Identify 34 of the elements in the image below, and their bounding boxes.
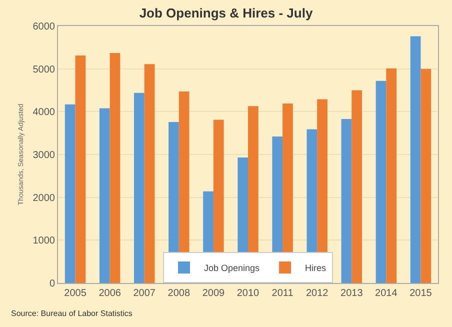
legend-label: Job Openings [204, 263, 260, 274]
x-tick-label: 2013 [340, 288, 364, 299]
x-tick-label: 2006 [98, 288, 122, 299]
x-tick-label: 2014 [375, 288, 398, 299]
source-note: Source: Bureau of Labor Statistics [11, 309, 132, 318]
x-tick-label: 2009 [202, 288, 226, 299]
x-tick-label: 2007 [133, 288, 156, 299]
x-tick-label: 2008 [168, 288, 190, 299]
y-tick-label: 1000 [32, 236, 56, 247]
x-tick-label: 2012 [306, 288, 329, 299]
x-tick-label: 2005 [64, 288, 87, 299]
bar [352, 90, 362, 283]
chart-title: Job Openings & Hires - July [139, 5, 314, 20]
y-tick-label: 4000 [32, 107, 56, 118]
y-tick-label: 2000 [32, 192, 56, 204]
x-tick-label: 2010 [236, 288, 260, 299]
y-tick-label: 0 [49, 278, 56, 290]
bar [110, 52, 120, 283]
x-tick-label: 2011 [272, 288, 294, 299]
bar [144, 64, 155, 283]
bar [341, 118, 352, 283]
bar [376, 80, 386, 283]
y-tick-label: 3000 [32, 150, 56, 161]
y-tick-label: 6000 [32, 22, 56, 32]
y-tick-label: 5000 [32, 64, 56, 76]
bar [420, 68, 432, 283]
legend-label: Hires [305, 263, 327, 274]
bar [99, 108, 110, 283]
bar [64, 104, 76, 283]
x-tick-label: 2015 [410, 288, 432, 299]
bar [410, 36, 421, 283]
bar [134, 92, 144, 283]
bar [75, 56, 86, 283]
bar [386, 68, 397, 283]
